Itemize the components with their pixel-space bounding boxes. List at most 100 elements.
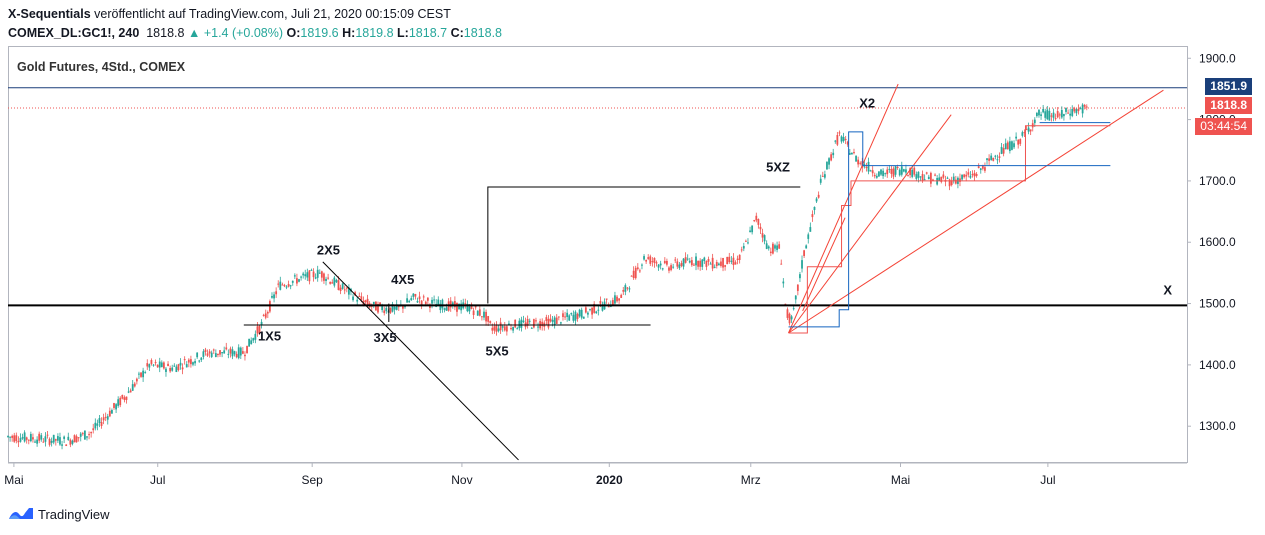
candle-body: [986, 158, 988, 161]
candle-body: [988, 158, 990, 161]
chart-canvas[interactable]: 1300.01400.01500.01600.01700.01800.01900…: [0, 0, 1265, 500]
high-label: H:: [342, 26, 356, 40]
candle-body: [977, 166, 980, 169]
candle-body: [173, 365, 176, 367]
candle-body: [720, 261, 722, 266]
candle-body: [950, 180, 953, 185]
candle-body: [474, 306, 477, 308]
close-label: C:: [450, 26, 464, 40]
upper-level-badge: 1851.9: [1205, 78, 1252, 95]
candle-body: [499, 322, 502, 331]
candle-body: [532, 319, 535, 328]
last-price: 1818.8: [146, 26, 185, 40]
blue-step-line: [788, 131, 1111, 328]
candle-body: [869, 170, 872, 172]
candle-body: [630, 275, 633, 277]
candle-body: [566, 312, 569, 317]
candle-body: [312, 271, 315, 278]
candle-body: [296, 278, 298, 284]
candle-body: [52, 434, 55, 443]
candle-body: [651, 261, 654, 263]
candle-body: [194, 361, 196, 364]
candle-body: [1075, 109, 1078, 114]
candle-body: [468, 306, 471, 312]
candle-body: [175, 366, 178, 373]
x-tick-label: Sep: [302, 473, 324, 487]
candle-body: [258, 325, 261, 334]
candle-body: [271, 296, 273, 298]
trend-line: [802, 217, 846, 312]
candle-body: [994, 155, 997, 157]
candle-body: [794, 295, 797, 300]
candle-body: [102, 417, 105, 421]
candle-body: [1052, 112, 1055, 118]
candle-body: [626, 287, 629, 289]
candle-body: [314, 277, 317, 279]
plot-area[interactable]: [8, 46, 1188, 463]
candle-body: [219, 350, 221, 355]
candle-body: [557, 316, 560, 318]
candle-body: [21, 437, 24, 439]
candle-body: [79, 433, 82, 437]
candle-body: [508, 323, 510, 325]
candle-body: [859, 162, 862, 164]
candle-body: [29, 433, 32, 442]
candle-body: [840, 136, 843, 142]
x-tick-label: 2020: [596, 473, 623, 487]
candle-body: [884, 173, 887, 175]
candle-body: [688, 260, 691, 263]
candle-body: [568, 315, 571, 321]
candle-body: [522, 320, 525, 323]
candle-body: [44, 436, 47, 442]
annotation-label: 1X5: [258, 328, 281, 343]
candle-body: [880, 169, 882, 175]
candle-body: [325, 278, 327, 281]
candle-body: [647, 257, 650, 259]
candle-body: [339, 287, 342, 292]
candle-body: [354, 292, 357, 296]
candle-body: [1033, 119, 1036, 124]
candle-body: [246, 345, 248, 354]
candle-body: [809, 227, 812, 232]
candle-body: [574, 311, 577, 321]
candle-body: [744, 240, 747, 242]
candle-body: [959, 178, 961, 182]
candle-body: [963, 174, 966, 178]
candle-body: [1035, 112, 1038, 117]
candle-body: [360, 296, 363, 301]
candle-body: [239, 347, 242, 356]
candle-body: [56, 436, 59, 441]
candle-body: [264, 313, 267, 318]
candle-body: [98, 418, 101, 424]
candle-body: [204, 349, 207, 353]
candle-body: [961, 174, 963, 180]
candle-body: [1027, 127, 1030, 132]
candle-body: [813, 206, 816, 211]
candle-body: [975, 174, 978, 176]
candle-body: [753, 220, 756, 222]
candle-body: [333, 277, 336, 286]
candle-body: [377, 303, 379, 313]
tradingview-logo[interactable]: TradingView: [8, 506, 110, 522]
candle-body: [803, 250, 805, 256]
candle-body: [530, 327, 533, 329]
candle-body: [483, 311, 485, 318]
candle-body: [717, 263, 720, 266]
candle-body: [443, 308, 446, 310]
candle-body: [792, 308, 795, 310]
candle-body: [1040, 114, 1042, 116]
candle-body: [418, 296, 421, 300]
y-tick-label: 1400.0: [1199, 358, 1236, 372]
candle-body: [40, 435, 43, 440]
candle-body: [1017, 139, 1020, 145]
candle-body: [244, 354, 246, 357]
candle-body: [599, 301, 602, 304]
y-tick-label: 1300.0: [1199, 419, 1236, 433]
candle-body: [873, 174, 876, 177]
candle-body: [287, 283, 290, 287]
candle-body: [514, 319, 517, 328]
candle-body: [857, 159, 860, 165]
quote-line: COMEX_DL:GC1!, 240 1818.8 ▲ +1.4 (+0.08%…: [8, 26, 502, 40]
candle-body: [237, 347, 240, 359]
candle-body: [372, 301, 375, 305]
